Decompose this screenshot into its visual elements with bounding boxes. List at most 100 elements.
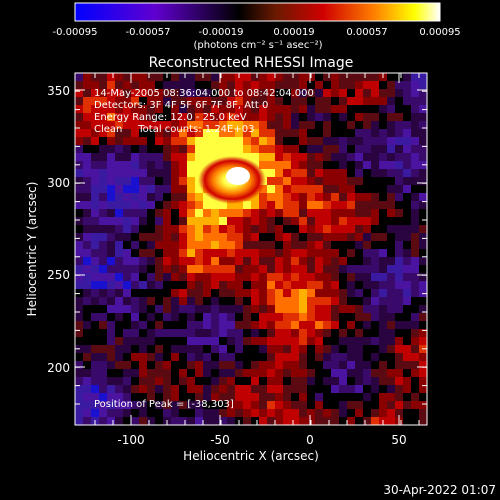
image-pixel <box>163 105 171 113</box>
image-pixel <box>403 185 411 193</box>
image-pixel <box>259 209 267 217</box>
image-pixel <box>339 273 347 281</box>
image-pixel <box>203 201 211 209</box>
image-pixel <box>283 81 291 89</box>
image-pixel <box>379 201 387 209</box>
image-pixel <box>307 81 315 89</box>
image-pixel <box>75 369 83 377</box>
image-pixel <box>379 153 387 161</box>
image-pixel <box>115 129 123 137</box>
image-pixel <box>419 369 427 377</box>
image-pixel <box>307 321 315 329</box>
image-pixel <box>123 409 131 417</box>
image-pixel <box>211 209 219 217</box>
image-pixel <box>107 329 115 337</box>
image-pixel <box>379 321 387 329</box>
image-pixel <box>363 241 371 249</box>
image-pixel <box>315 369 323 377</box>
image-pixel <box>155 97 163 105</box>
image-pixel <box>219 265 227 273</box>
image-pixel <box>131 129 139 137</box>
image-pixel <box>171 393 179 401</box>
image-pixel <box>99 241 107 249</box>
image-pixel <box>91 361 99 369</box>
image-pixel <box>115 241 123 249</box>
image-pixel <box>283 313 291 321</box>
image-pixel <box>83 305 91 313</box>
image-pixel <box>219 209 227 217</box>
image-pixel <box>179 137 187 145</box>
image-pixel <box>107 217 115 225</box>
image-pixel <box>195 137 203 145</box>
image-pixel <box>147 329 155 337</box>
image-pixel <box>299 113 307 121</box>
image-pixel <box>91 289 99 297</box>
image-pixel <box>251 113 259 121</box>
image-pixel <box>347 201 355 209</box>
image-pixel <box>363 169 371 177</box>
image-pixel <box>339 369 347 377</box>
image-pixel <box>283 281 291 289</box>
image-pixel <box>275 161 283 169</box>
image-pixel <box>307 369 315 377</box>
image-pixel <box>227 289 235 297</box>
image-pixel <box>307 225 315 233</box>
image-pixel <box>403 121 411 129</box>
image-pixel <box>163 281 171 289</box>
image-pixel <box>291 193 299 201</box>
image-pixel <box>403 281 411 289</box>
image-pixel <box>339 129 347 137</box>
image-pixel <box>371 73 379 81</box>
image-pixel <box>347 337 355 345</box>
colorbar-tick-2: -0.00057 <box>126 27 171 38</box>
image-pixel <box>195 337 203 345</box>
image-pixel <box>107 201 115 209</box>
image-pixel <box>283 113 291 121</box>
image-pixel <box>155 337 163 345</box>
image-pixel <box>323 273 331 281</box>
image-pixel <box>155 377 163 385</box>
image-pixel <box>307 113 315 121</box>
image-pixel <box>179 177 187 185</box>
image-pixel <box>203 233 211 241</box>
image-pixel <box>115 329 123 337</box>
image-pixel <box>219 417 227 425</box>
image-pixel <box>123 89 131 97</box>
image-pixel <box>347 417 355 425</box>
image-pixel <box>131 321 139 329</box>
image-pixel <box>275 417 283 425</box>
image-pixel <box>235 121 243 129</box>
image-pixel <box>419 297 427 305</box>
image-pixel <box>115 177 123 185</box>
image-pixel <box>179 393 187 401</box>
image-pixel <box>251 281 259 289</box>
image-pixel <box>387 153 395 161</box>
image-pixel <box>371 105 379 113</box>
image-pixel <box>411 129 419 137</box>
image-pixel <box>411 401 419 409</box>
image-pixel <box>131 385 139 393</box>
image-pixel <box>227 225 235 233</box>
image-pixel <box>83 289 91 297</box>
image-pixel <box>323 313 331 321</box>
image-pixel <box>203 337 211 345</box>
image-pixel <box>123 353 131 361</box>
image-pixel <box>395 137 403 145</box>
image-pixel <box>179 145 187 153</box>
image-pixel <box>339 201 347 209</box>
image-pixel <box>195 225 203 233</box>
image-pixel <box>243 97 251 105</box>
image-pixel <box>219 273 227 281</box>
colorbar-tick-1: -0.00095 <box>53 27 98 38</box>
image-pixel <box>331 273 339 281</box>
image-pixel <box>243 73 251 81</box>
image-pixel <box>395 313 403 321</box>
image-pixel <box>403 313 411 321</box>
image-pixel <box>363 73 371 81</box>
image-pixel <box>179 81 187 89</box>
image-pixel <box>123 393 131 401</box>
image-pixel <box>147 73 155 81</box>
colorbar-tick-4: 0.00019 <box>273 27 314 38</box>
image-pixel <box>267 345 275 353</box>
image-pixel <box>403 161 411 169</box>
